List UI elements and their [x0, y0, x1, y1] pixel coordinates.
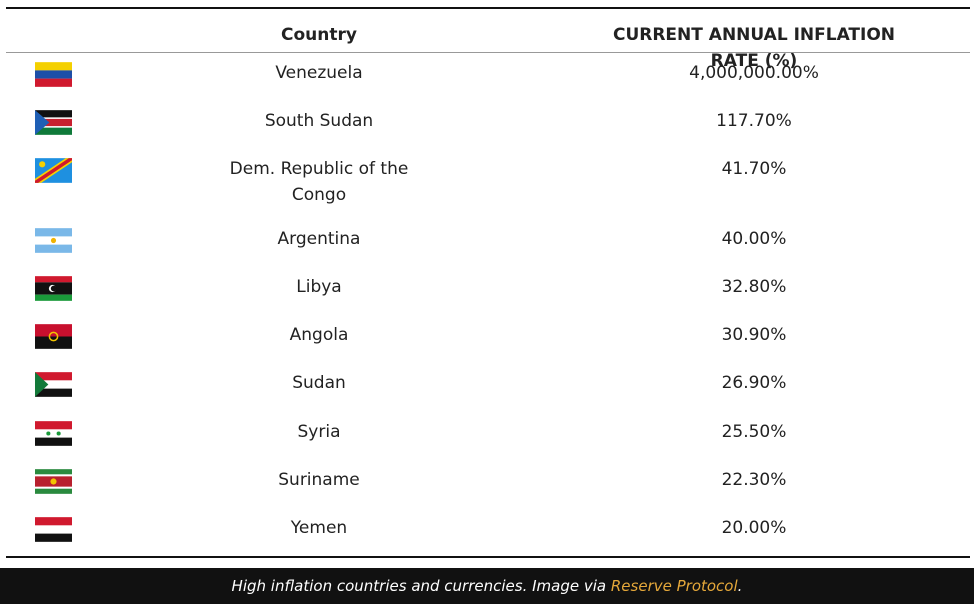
flag: [35, 421, 72, 446]
country: Libya: [296, 277, 342, 297]
caption-link[interactable]: Reserve Protocol: [610, 577, 738, 595]
bottom-rule: [6, 556, 970, 558]
caption-text: High inflation countries and currencies.…: [231, 577, 611, 595]
flag: [35, 110, 72, 135]
country: Yemen: [290, 518, 348, 538]
header-country: Country: [281, 25, 357, 45]
header-rate: CURRENT ANNUAL INFLATION RATE (%): [612, 25, 896, 71]
rate: 25.50%: [721, 422, 787, 442]
country: Sudan: [292, 373, 346, 393]
caption-end: .: [737, 577, 743, 595]
country: Syria: [297, 422, 341, 442]
rate: 117.70%: [716, 111, 792, 131]
flag: [35, 62, 72, 87]
flag: [35, 158, 72, 183]
flag: [35, 517, 72, 542]
country: South Sudan: [264, 111, 374, 131]
rate: 30.90%: [721, 325, 787, 345]
flag: [35, 372, 72, 397]
top-rule: [6, 7, 970, 9]
rate: 26.90%: [721, 373, 787, 393]
country: Dem. Republic of the Congo: [229, 159, 409, 205]
rate: 40.00%: [721, 229, 787, 249]
header-rule: [6, 52, 970, 53]
flag: [35, 228, 72, 253]
country: Angola: [289, 325, 349, 345]
caption: High inflation countries and currencies.…: [0, 568, 974, 604]
flag: [35, 324, 72, 349]
rate: 32.80%: [721, 277, 787, 297]
flag: [35, 469, 72, 494]
flag: [35, 276, 72, 301]
country: Venezuela: [275, 63, 363, 83]
rate: 4,000,000.00%: [689, 63, 819, 83]
rate: 41.70%: [721, 159, 787, 179]
rate: 22.30%: [721, 470, 787, 490]
rate: 20.00%: [721, 518, 787, 538]
country: Argentina: [277, 229, 361, 249]
country: Suriname: [278, 470, 360, 490]
